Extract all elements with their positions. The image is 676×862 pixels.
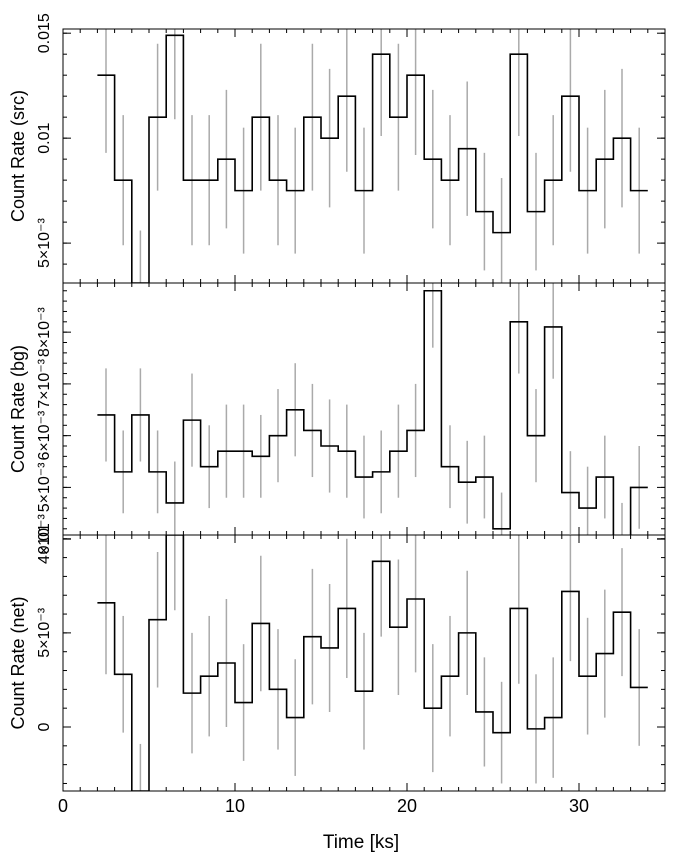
y-tick-label: 5×10⁻³ xyxy=(36,462,53,512)
plot-area-net xyxy=(97,535,648,791)
y-tick-label: 0.01 xyxy=(36,523,53,554)
y-axis-label-src: Count Rate (src) xyxy=(8,90,28,222)
panel-bg: 4×10⁻³ 5×10⁻³ 6×10⁻³ 7×10⁻³8×10⁻³ Count Rate… xyxy=(8,282,666,564)
y-tick-label: 0.01 xyxy=(36,122,53,153)
panel-frame xyxy=(62,534,666,792)
y-tick-label: 6×10⁻³ xyxy=(36,410,53,460)
x-tick-label: 30 xyxy=(569,796,589,816)
plot-area-bg xyxy=(97,283,648,535)
y-tick-label: 0 xyxy=(36,722,53,731)
y-axis-label-net: Count Rate (net) xyxy=(8,596,28,729)
y-tick-label: 5×10⁻³ xyxy=(36,218,53,268)
step-line-src xyxy=(97,34,648,283)
y-tick-label: 7×10⁻³ xyxy=(36,358,53,408)
x-tick-label: 20 xyxy=(397,796,417,816)
x-tick-label: 10 xyxy=(225,796,245,816)
panel-src: 5×10⁻³ 0.01 0.015 Count Rate (src) xyxy=(8,13,666,284)
y-tick-label: 4×10⁻³ xyxy=(36,514,53,564)
panels: 5×10⁻³ 0.01 0.015 Count Rate (src) 4×10⁻³ 5×1… xyxy=(8,13,666,816)
x-tick-label: 0 xyxy=(58,796,68,816)
y-tick-label: 0.015 xyxy=(36,13,53,53)
step-line-net xyxy=(97,535,648,791)
x-axis-label: Time [ks] xyxy=(323,832,399,853)
step-line-bg xyxy=(97,289,648,535)
y-axis-label-bg: Count Rate (bg) xyxy=(8,345,28,473)
panel-net: 0 5×10⁻³ 0.01 Count Rate (net) xyxy=(8,523,666,792)
y-tick-label: 8×10⁻³ xyxy=(36,307,53,357)
plot-area-src xyxy=(97,29,648,283)
y-tick-label: 5×10⁻³ xyxy=(36,607,53,657)
